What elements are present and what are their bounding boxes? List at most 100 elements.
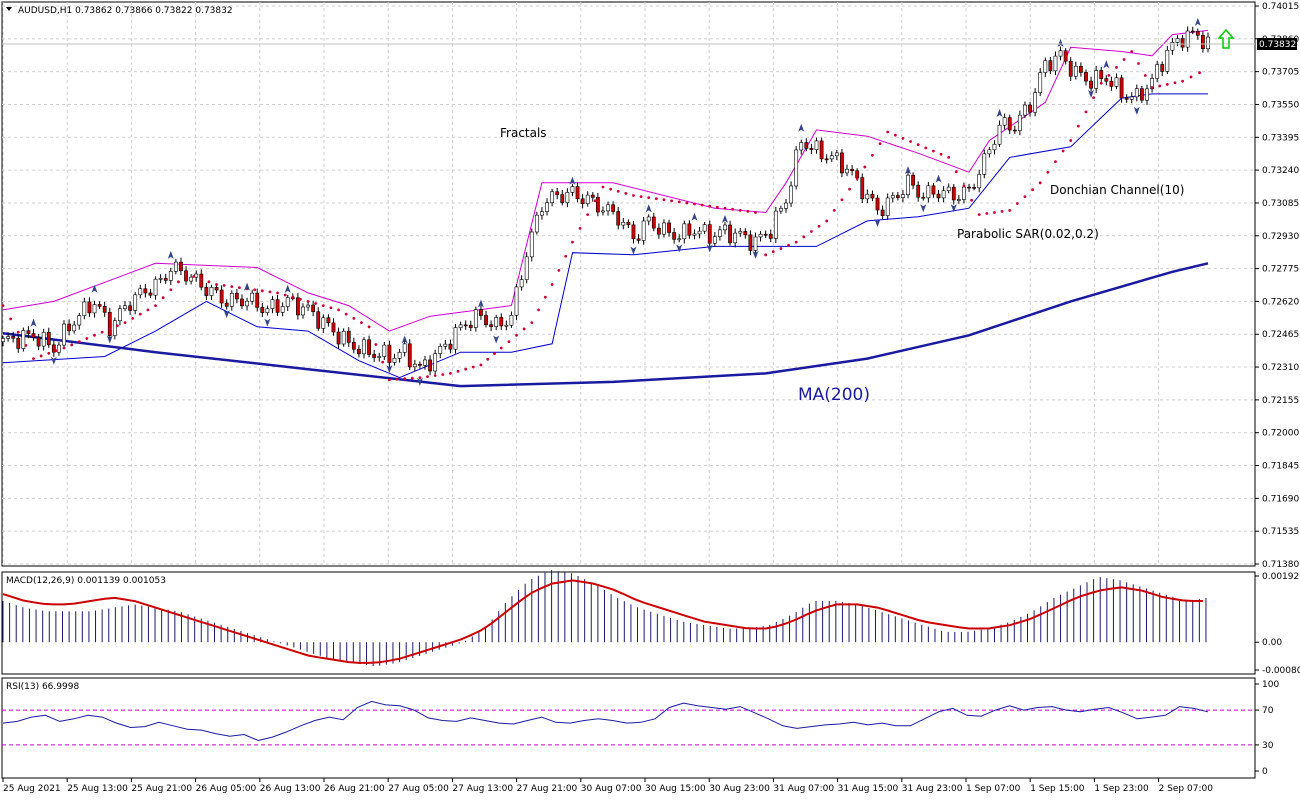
fractal-up-icon — [569, 176, 576, 185]
candle-body — [545, 202, 549, 212]
candle-body — [407, 343, 412, 368]
candle-body — [911, 174, 916, 186]
candle-body — [799, 142, 804, 151]
fractal-up-icon — [721, 214, 728, 223]
candle-body — [423, 359, 427, 366]
candle-body — [168, 271, 173, 281]
fractal-up-icon — [401, 335, 408, 344]
sar-dot — [1099, 81, 1103, 85]
sar-dot — [85, 337, 89, 340]
candle-body — [814, 140, 819, 150]
candle-body — [51, 344, 56, 353]
sar-dot — [1173, 81, 1177, 85]
candle-body — [336, 331, 341, 345]
sar-dot — [486, 357, 490, 361]
candle-body — [763, 233, 768, 236]
sar-dot — [306, 300, 310, 303]
rsi-tick-label: 70 — [1262, 706, 1274, 716]
candle-body — [1129, 96, 1134, 100]
candle-body — [707, 224, 712, 244]
time-tick-label: 27 Aug 21:00 — [517, 784, 578, 794]
sar-dot — [1198, 71, 1201, 75]
macd-tick-label: -0.000807 — [1262, 666, 1300, 676]
candle-body — [57, 344, 61, 353]
sar-dot — [1107, 73, 1111, 77]
candle-body — [656, 227, 661, 235]
sar-dot — [62, 346, 66, 350]
candle-body — [570, 186, 575, 193]
candle-body — [931, 185, 936, 195]
candle-body — [1, 338, 5, 342]
candle-body — [234, 293, 239, 300]
sar-dot — [593, 199, 597, 203]
sar-dot — [230, 285, 234, 288]
rsi-tick-label: 0 — [1262, 767, 1268, 777]
fractal-up-icon — [91, 284, 98, 293]
sar-dot — [723, 206, 727, 210]
candle-body — [921, 196, 926, 199]
candle-body — [1038, 72, 1043, 93]
candle-body — [118, 308, 122, 322]
sar-dot — [564, 254, 568, 258]
candle-body — [1063, 50, 1068, 62]
candle-body — [662, 222, 666, 235]
rsi-path — [2, 700, 1209, 742]
candle-body — [1180, 38, 1185, 48]
sar-dot — [283, 293, 287, 297]
fractal-up-icon — [244, 282, 251, 291]
candle-body — [1175, 38, 1180, 43]
fractal-up-icon — [645, 204, 652, 213]
candle-body — [1033, 92, 1038, 113]
rsi-tick-label: 100 — [1262, 680, 1279, 690]
fractal-down-icon — [1133, 106, 1140, 115]
sar-dot — [410, 376, 414, 380]
candle-body — [529, 231, 534, 258]
candle-body — [850, 168, 854, 172]
candle-body — [585, 194, 590, 205]
candle-body — [977, 174, 982, 189]
candle-body — [1155, 64, 1160, 79]
donchian-channel — [2, 29, 1209, 379]
candle-body — [540, 211, 544, 216]
time-grid — [2, 2, 1160, 566]
candle-body — [753, 236, 758, 251]
price-tick-label: 0.73705 — [1262, 68, 1299, 78]
candle-body — [128, 305, 133, 311]
fractal-up-icon — [30, 318, 37, 327]
sar-dot — [47, 351, 51, 355]
sar-dot — [24, 343, 28, 347]
candle-body — [773, 210, 778, 239]
donchian-lower — [2, 93, 1208, 379]
candle-body — [926, 185, 931, 199]
sar-dot — [693, 202, 696, 206]
candle-body — [1094, 70, 1099, 89]
candle-body — [951, 186, 956, 201]
candle-body — [1058, 50, 1063, 57]
candle-body — [870, 193, 875, 199]
candle-body — [1185, 30, 1190, 48]
price-tick-label: 0.72465 — [1262, 330, 1299, 340]
sar-dot — [1092, 96, 1096, 99]
dropdown-triangle-icon[interactable] — [6, 7, 12, 11]
sar-dot — [268, 290, 272, 294]
candle-body — [46, 331, 51, 346]
sar-dot — [863, 165, 867, 169]
sar-dot — [418, 376, 422, 380]
candle-body — [346, 330, 351, 343]
candle-body — [1078, 65, 1083, 73]
candle-body — [316, 311, 321, 329]
sar-label: Parabolic SAR(0.02,0.2) — [957, 227, 1099, 241]
candle-body — [504, 324, 509, 327]
candle-body — [738, 231, 743, 234]
candle-body — [1190, 30, 1195, 33]
sar-dot — [449, 372, 452, 375]
time-tick-label: 1 Sep 23:00 — [1094, 784, 1149, 794]
candle-body — [275, 299, 280, 313]
candle-body — [860, 177, 865, 200]
sar-dot — [260, 289, 264, 293]
fractal-down-icon — [752, 250, 759, 259]
candle-body — [112, 320, 117, 336]
sar-dot — [471, 365, 475, 369]
sar-dot — [344, 312, 348, 316]
